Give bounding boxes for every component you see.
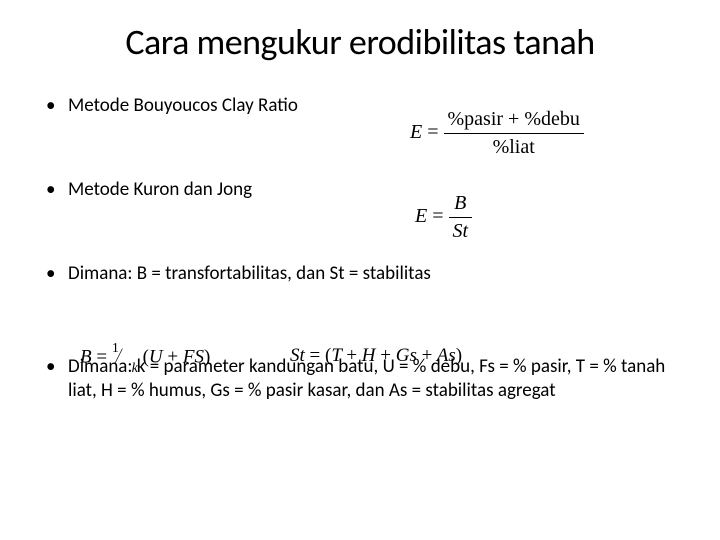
equals-sign: = — [432, 205, 443, 227]
formula-st: St = (T + H + Gs + As) — [290, 345, 462, 367]
fraction: B St — [449, 192, 473, 243]
formula-rhs: (T + H + Gs + As) — [325, 345, 462, 366]
formula-lhs: B — [80, 346, 92, 367]
bullet-item-2: Metode Kuron dan Jong — [40, 178, 680, 202]
denominator: %liat — [444, 134, 584, 159]
formula-lhs: E — [410, 121, 422, 143]
bullet-item-1: Metode Bouyoucos Clay Ratio — [40, 94, 680, 118]
numerator: B — [449, 192, 473, 218]
denominator: k — [132, 361, 138, 377]
equals-sign: = — [96, 346, 107, 367]
bullet-item-3: Dimana: B = transfortabilitas, dan St = … — [40, 262, 680, 286]
fraction: %pasir + %debu %liat — [444, 108, 584, 159]
denominator: St — [449, 218, 473, 243]
numerator: %pasir + %debu — [444, 108, 584, 134]
formula-clay-ratio: E = %pasir + %debu %liat — [410, 108, 584, 159]
slide-title: Cara mengukur erodibilitas tanah — [40, 20, 680, 64]
formula-b: B = 1 ∕ k (U + FS) — [80, 345, 210, 371]
formula-lhs: E — [415, 205, 427, 227]
formula-lhs: St — [290, 345, 305, 366]
slash-icon: ∕ — [117, 343, 120, 369]
fraction-1k: 1 ∕ k — [112, 345, 138, 371]
equals-sign: = — [427, 121, 438, 143]
formula-rhs: (U + FS) — [143, 346, 211, 367]
formula-kuron-jong: E = B St — [415, 192, 472, 243]
equals-sign: = — [310, 345, 321, 366]
